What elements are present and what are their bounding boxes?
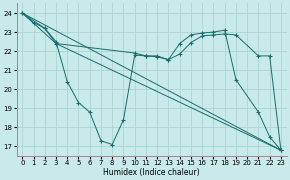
X-axis label: Humidex (Indice chaleur): Humidex (Indice chaleur): [103, 168, 200, 177]
